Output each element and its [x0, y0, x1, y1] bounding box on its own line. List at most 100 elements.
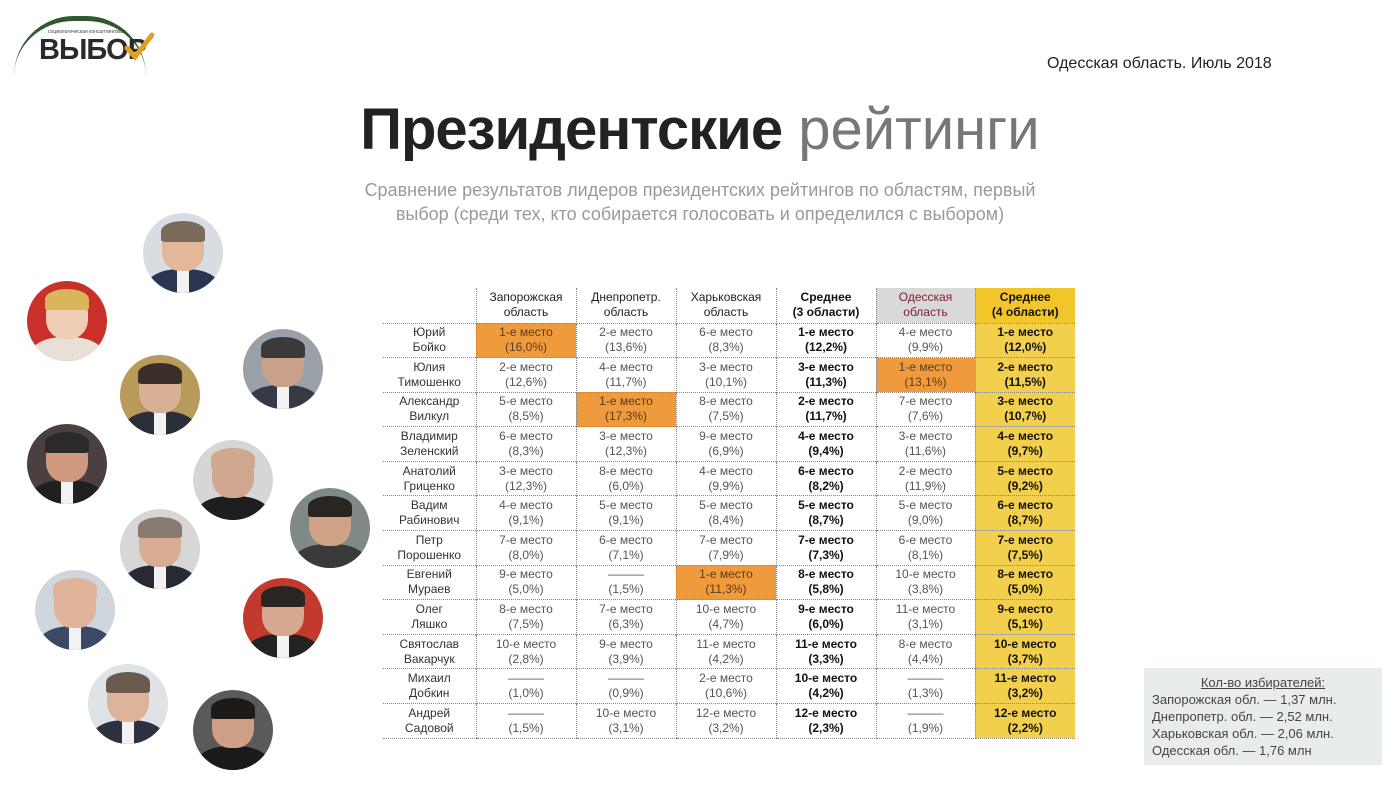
cell-dnipro: 2-е место (13,6%) — [575, 322, 676, 358]
candidate-name: Михаил Добкин — [383, 668, 476, 704]
candidate-name: Евгений Мураев — [383, 564, 476, 600]
table-row: Александр Вилкул 5-е место (8,5%) 1-е место(… — [383, 391, 1075, 427]
cell-dnipro: 4-е место (11,7%) — [575, 357, 676, 393]
cell-zaporozhye: 6-е место (8,3%) — [475, 426, 576, 462]
cell-odessa: 7-е место (7,6%) — [875, 391, 975, 427]
cell-average-4: 7-е место (7,5%) — [974, 530, 1075, 566]
candidate-photo — [243, 329, 323, 409]
cell-odessa: 3-е место (11,6%) — [875, 426, 975, 462]
cell-zaporozhye: 8-е место (7,5%) — [475, 599, 576, 635]
cell-average-3: 11-е место (3,3%) — [775, 633, 876, 669]
cell-zaporozhye: 2-е место (12,6%) — [475, 357, 576, 393]
candidate-name: Святослав Вакарчук — [383, 633, 476, 669]
candidate-photo — [290, 488, 370, 568]
cell-kharkiv: 3-е место (10,1%) — [675, 357, 776, 393]
cell-dnipro: 3-е место (12,3%) — [575, 426, 676, 462]
header-average-3: Среднее (3 области) — [775, 288, 876, 323]
cell-odessa: 5-е место (9,0%) — [875, 495, 975, 531]
candidate-photo — [193, 690, 273, 770]
candidate-name: Юлия Тимошенко — [383, 357, 476, 393]
voters-box: Кол-во избирателей: Запорожская обл. — 1… — [1144, 668, 1382, 765]
cell-dnipro: 6-е место (7,1%) — [575, 530, 676, 566]
cell-average-3: 8-е место (5,8%) — [775, 564, 876, 600]
title-light: рейтинги — [798, 97, 1040, 162]
cell-kharkiv: 2-е место (10,6%) — [675, 668, 776, 704]
table-row: Юрий Бойко 1-е место (16,0%) 2-е место (13,6%… — [383, 322, 1075, 358]
cell-kharkiv: 5-е место (8,4%) — [675, 495, 776, 531]
cell-odessa: 1-е место (13,1%) — [875, 357, 975, 393]
table-row: Евгений Мураев 9-е место (5,0%) ——— (1,5%) 1-е… — [383, 564, 1075, 600]
table-row: Михаил Добкин ——— (1,0%) ——— (0,9%) 2-е место(… — [383, 668, 1075, 704]
header-kharkiv: Харьковская область — [675, 288, 776, 323]
cell-average-4: 1-е место (12,0%) — [974, 322, 1075, 358]
cell-average-3: 6-е место (8,2%) — [775, 460, 876, 496]
cell-zaporozhye: 4-е место (9,1%) — [475, 495, 576, 531]
subtitle-line-2: выбор (среди тех, кто собирается голосов… — [395, 204, 1005, 224]
candidate-photo — [88, 664, 168, 744]
candidate-photo — [193, 440, 273, 520]
header-empty — [383, 288, 476, 323]
cell-kharkiv: 6-е место (8,3%) — [675, 322, 776, 358]
cell-zaporozhye: 9-е место (5,0%) — [475, 564, 576, 600]
cell-average-4: 12-е место (2,2%) — [974, 703, 1075, 739]
cell-zaporozhye: ——— (1,5%) — [475, 703, 576, 739]
cell-kharkiv: 10-е место (4,7%) — [675, 599, 776, 635]
page-title: Президентские рейтинги — [0, 96, 1400, 163]
cell-average-4: 10-е место (3,7%) — [974, 633, 1075, 669]
header-average-4: Среднее (4 области) — [974, 288, 1075, 323]
cell-dnipro: 8-е место (6,0%) — [575, 460, 676, 496]
cell-odessa: ——— (1,3%) — [875, 668, 975, 704]
voters-line: Одесская обл. — 1,76 млн — [1152, 743, 1312, 758]
table-row: Олег Ляшко 8-е место (7,5%) 7-е место (6,3%) 1… — [383, 599, 1075, 635]
cell-kharkiv: 11-е место (4,2%) — [675, 633, 776, 669]
logo: социологическая консалтинговая ВЫБОР — [12, 12, 157, 70]
cell-zaporozhye: 5-е место (8,5%) — [475, 391, 576, 427]
logo-small-text: социологическая консалтинговая — [48, 29, 126, 35]
cell-average-3: 10-е место (4,2%) — [775, 668, 876, 704]
cell-dnipro: ——— (0,9%) — [575, 668, 676, 704]
candidate-name: Олег Ляшко — [383, 599, 476, 635]
cell-zaporozhye: 3-е место (12,3%) — [475, 460, 576, 496]
cell-kharkiv: 4-е место (9,9%) — [675, 460, 776, 496]
cell-odessa: ——— (1,9%) — [875, 703, 975, 739]
cell-kharkiv: 7-е место (7,9%) — [675, 530, 776, 566]
voters-line: Харьковская обл. — 2,06 млн. — [1152, 726, 1334, 741]
cell-zaporozhye: 7-е место (8,0%) — [475, 530, 576, 566]
table-row: Вадим Рабинович 4-е место (9,1%) 5-е место (9… — [383, 495, 1075, 531]
cell-average-4: 5-е место (9,2%) — [974, 460, 1075, 496]
cell-odessa: 11-е место (3,1%) — [875, 599, 975, 635]
candidate-photo — [120, 509, 200, 589]
cell-kharkiv: 9-е место (6,9%) — [675, 426, 776, 462]
cell-odessa: 2-е место (11,9%) — [875, 460, 975, 496]
table-row: Святослав Вакарчук 10-е место (2,8%) 9-е мес… — [383, 633, 1075, 669]
candidate-name: Вадим Рабинович — [383, 495, 476, 531]
voters-line: Днепропетр. обл. — 2,52 млн. — [1152, 709, 1333, 724]
candidate-name: Александр Вилкул — [383, 391, 476, 427]
candidate-photo — [35, 570, 115, 650]
header-row: Запорожская область Днепропетр. область Ха… — [383, 288, 1075, 323]
voters-line: Запорожская обл. — 1,37 млн. — [1152, 692, 1337, 707]
ratings-table: Запорожская область Днепропетр. область Ха… — [383, 288, 1075, 739]
candidate-name: Юрий Бойко — [383, 322, 476, 358]
cell-zaporozhye: 10-е место (2,8%) — [475, 633, 576, 669]
cell-odessa: 8-е место (4,4%) — [875, 633, 975, 669]
cell-zaporozhye: ——— (1,0%) — [475, 668, 576, 704]
cell-average-3: 9-е место (6,0%) — [775, 599, 876, 635]
cell-average-4: 6-е место (8,7%) — [974, 495, 1075, 531]
candidate-photo — [27, 281, 107, 361]
subtitle: Сравнение результатов лидеров президентс… — [320, 178, 1080, 226]
candidate-name: Анатолий Гриценко — [383, 460, 476, 496]
cell-average-4: 3-е место (10,7%) — [974, 391, 1075, 427]
cell-kharkiv: 12-е место (3,2%) — [675, 703, 776, 739]
subtitle-line-1: Сравнение результатов лидеров президентс… — [364, 180, 1036, 200]
candidate-name: Владимир Зеленский — [383, 426, 476, 462]
table-row: Петр Порошенко 7-е место (8,0%) 6-е место (7,… — [383, 530, 1075, 566]
logo-arc — [14, 16, 146, 76]
cell-average-4: 9-е место (5,1%) — [974, 599, 1075, 635]
cell-average-4: 8-е место (5,0%) — [974, 564, 1075, 600]
cell-average-3: 3-е место (11,3%) — [775, 357, 876, 393]
table-row: Владимир Зеленский 6-е место (8,3%) 3-е мест… — [383, 426, 1075, 462]
cell-dnipro: 10-е место (3,1%) — [575, 703, 676, 739]
check-icon — [124, 32, 154, 61]
cell-kharkiv: 1-е место (11,3%) — [675, 564, 776, 600]
